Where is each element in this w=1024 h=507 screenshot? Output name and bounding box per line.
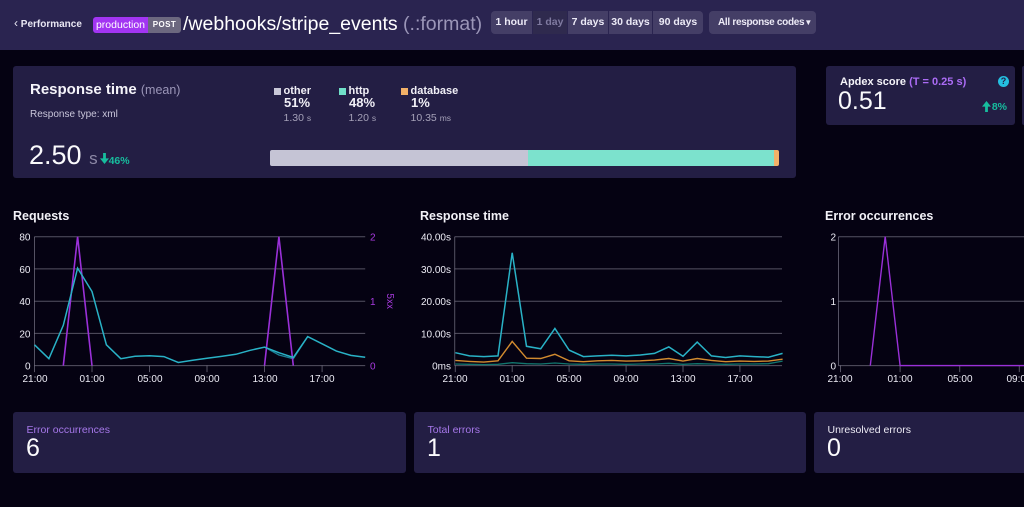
svg-text:01:00: 01:00	[887, 374, 912, 385]
svg-text:1: 1	[830, 297, 836, 308]
svg-text:17:00: 17:00	[727, 374, 752, 385]
svg-text:40.00s: 40.00s	[421, 233, 451, 244]
svg-text:1: 1	[370, 297, 376, 308]
svg-text:20: 20	[19, 329, 31, 340]
svg-text:13:00: 13:00	[252, 374, 277, 385]
svg-text:09:00: 09:00	[613, 374, 638, 385]
svg-text:17:00: 17:00	[309, 374, 334, 385]
svg-text:0: 0	[370, 362, 376, 373]
svg-text:21:00: 21:00	[827, 374, 852, 385]
svg-text:09:00: 09:00	[1006, 374, 1024, 385]
svg-text:0: 0	[25, 362, 31, 373]
svg-text:0: 0	[830, 362, 836, 373]
svg-text:80: 80	[19, 233, 31, 244]
svg-text:20.00s: 20.00s	[421, 297, 451, 308]
svg-text:30.00s: 30.00s	[421, 265, 451, 276]
svg-text:05:00: 05:00	[556, 374, 581, 385]
svg-text:13:00: 13:00	[670, 374, 695, 385]
svg-text:01:00: 01:00	[499, 374, 524, 385]
svg-text:10.00s: 10.00s	[421, 329, 451, 340]
svg-text:2: 2	[830, 233, 836, 244]
svg-text:05:00: 05:00	[947, 374, 972, 385]
svg-text:01:00: 01:00	[79, 374, 104, 385]
svg-text:09:00: 09:00	[194, 374, 219, 385]
svg-text:21:00: 21:00	[22, 374, 47, 385]
svg-text:21:00: 21:00	[442, 374, 467, 385]
svg-text:60: 60	[19, 265, 31, 276]
svg-text:2: 2	[370, 233, 376, 244]
svg-text:40: 40	[19, 297, 31, 308]
svg-text:0ms: 0ms	[432, 362, 451, 373]
svg-text:05:00: 05:00	[137, 374, 162, 385]
svg-text:5xx: 5xx	[384, 293, 395, 309]
